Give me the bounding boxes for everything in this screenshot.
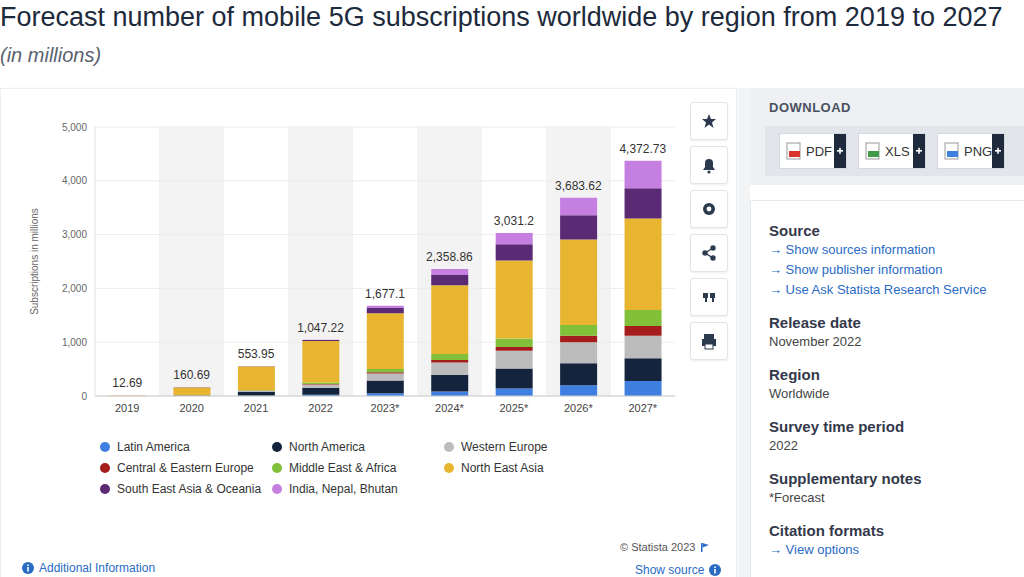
html-text:Source: Source — [769, 222, 820, 239]
svg-text:4,372.73: 4,372.73 — [619, 142, 666, 156]
html-text:November 2022: November 2022 — [769, 334, 862, 349]
svg-text:5,000: 5,000 — [62, 122, 87, 133]
svg-text:1,677.1: 1,677.1 — [365, 287, 405, 301]
html-text:Supplementary notes: Supplementary notes — [769, 470, 922, 487]
svg-text:4,000: 4,000 — [62, 175, 87, 186]
svg-text:2027*: 2027* — [628, 402, 657, 414]
html-text:North East Asia: North East Asia — [461, 461, 544, 475]
svg-text:3,683.62: 3,683.62 — [555, 179, 602, 193]
html-text:Latin America: Latin America — [117, 440, 190, 454]
svg-text:2,000: 2,000 — [62, 283, 87, 294]
html-text:Citation formats: Citation formats — [769, 522, 884, 539]
html-text:South East Asia & Oceania: South East Asia & Oceania — [117, 482, 262, 496]
svg-text:553.95: 553.95 — [238, 347, 275, 361]
svg-text:2019: 2019 — [115, 402, 139, 414]
svg-text:3,000: 3,000 — [62, 229, 87, 240]
html-text:→ Show publisher information: → Show publisher information — [769, 262, 943, 277]
html-text:Central & Eastern Europe: Central & Eastern Europe — [117, 461, 254, 475]
html-text:Survey time period: Survey time period — [769, 418, 904, 435]
svg-text:2,358.86: 2,358.86 — [426, 250, 473, 264]
html-text:Forecast number of mobile 5G s: Forecast number of mobile 5G subscriptio… — [0, 2, 1003, 32]
svg-text:0: 0 — [81, 391, 87, 402]
html-text:→ Use Ask Statista Research Se: → Use Ask Statista Research Service — [769, 282, 987, 297]
html-text:Middle East & Africa: Middle East & Africa — [289, 461, 397, 475]
svg-text:1,000: 1,000 — [62, 337, 87, 348]
html-text:Worldwide: Worldwide — [769, 386, 830, 401]
svg-text:2024*: 2024* — [435, 402, 464, 414]
html-text:Western Europe: Western Europe — [461, 440, 548, 454]
html-text:XLS: XLS — [885, 143, 910, 159]
html-text:*Forecast: *Forecast — [769, 490, 825, 505]
html-text:DOWNLOAD: DOWNLOAD — [769, 100, 851, 115]
html-text:→ Show sources information: → Show sources information — [769, 242, 936, 257]
svg-text:160.69: 160.69 — [173, 368, 210, 382]
html-text:© Statista 2023: © Statista 2023 — [620, 541, 696, 553]
html-text:Region: Region — [769, 366, 820, 383]
html-text:Release date: Release date — [769, 314, 861, 331]
html-text:India, Nepal, Bhutan: India, Nepal, Bhutan — [289, 482, 398, 496]
svg-text:2023*: 2023* — [371, 402, 400, 414]
svg-text:2020: 2020 — [179, 402, 203, 414]
svg-text:3,031.2: 3,031.2 — [494, 214, 534, 228]
html-text:2022: 2022 — [769, 438, 798, 453]
html-text:PNG: PNG — [964, 143, 993, 159]
html-text:Show source: Show source — [635, 563, 705, 577]
svg-text:12.69: 12.69 — [112, 376, 142, 390]
svg-text:2025*: 2025* — [500, 402, 529, 414]
svg-text:2022: 2022 — [308, 402, 332, 414]
svg-text:2021: 2021 — [244, 402, 268, 414]
html-text:Additional Information: Additional Information — [39, 561, 156, 575]
html-text:PDF: PDF — [806, 143, 832, 159]
html-text:North America: North America — [289, 440, 365, 454]
html-text:(in millions): (in millions) — [0, 44, 102, 66]
svg-text:Subscriptions in millions: Subscriptions in millions — [29, 208, 40, 315]
html-text:→ View options: → View options — [769, 542, 860, 557]
svg-text:1,047.22: 1,047.22 — [297, 321, 344, 335]
svg-text:2026*: 2026* — [564, 402, 593, 414]
